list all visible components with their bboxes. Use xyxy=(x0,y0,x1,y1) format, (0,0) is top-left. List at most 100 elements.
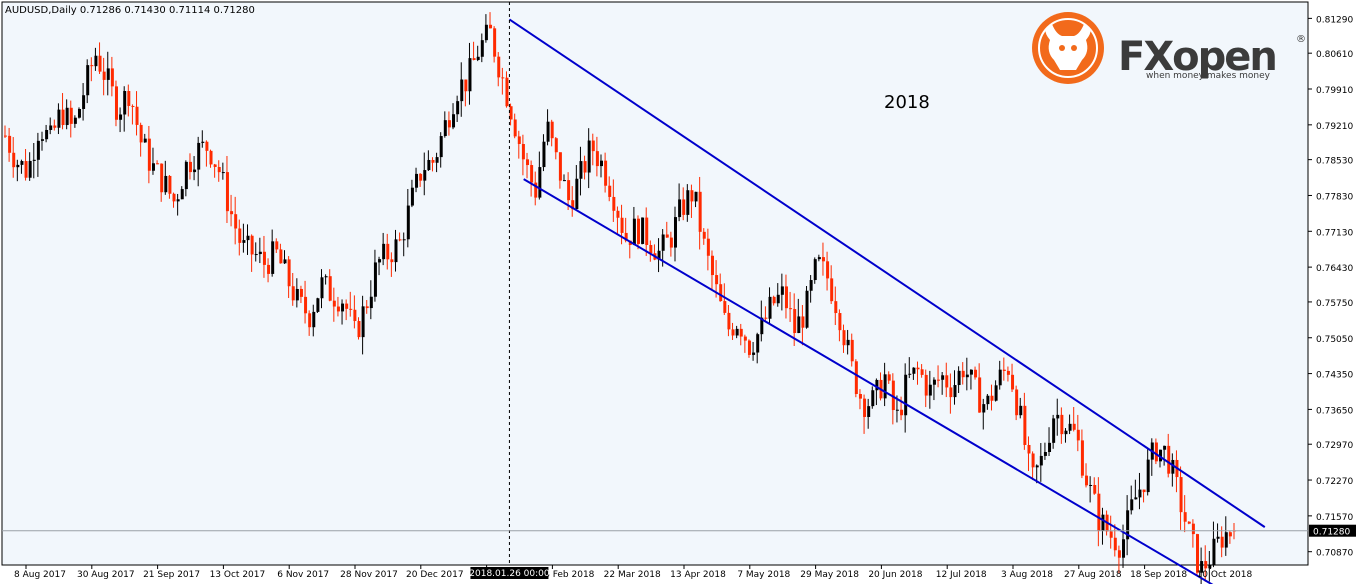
candle-body xyxy=(863,398,867,417)
candle-body xyxy=(731,329,735,336)
y-tick-label: 0.80610 xyxy=(1316,50,1353,60)
y-tick-label: 0.73650 xyxy=(1316,406,1353,416)
candle-body xyxy=(809,280,813,291)
candle-body xyxy=(1196,534,1200,573)
candle-body xyxy=(978,377,982,413)
y-tick-label: 0.79210 xyxy=(1316,122,1353,132)
candle-body xyxy=(82,95,86,109)
candle-body xyxy=(834,301,838,314)
candle-body xyxy=(632,218,636,245)
candle-body xyxy=(780,286,784,295)
candle-body xyxy=(53,125,57,128)
crosshair-date-label: 2018.01.26 00:00 xyxy=(469,569,550,579)
candle-body xyxy=(1224,532,1228,548)
candle-body xyxy=(801,316,805,328)
candle-body xyxy=(661,234,665,251)
candle-body xyxy=(287,259,291,287)
candle-body xyxy=(345,303,349,309)
candle-body xyxy=(1060,414,1064,435)
symbol-header: AUDUSD,Daily 0.71286 0.71430 0.71114 0.7… xyxy=(5,5,255,16)
candle-body xyxy=(1089,484,1093,486)
candle-body xyxy=(394,239,398,263)
candle-body xyxy=(986,395,990,405)
candle-body xyxy=(1072,423,1076,430)
candle-body xyxy=(752,352,756,355)
candle-body xyxy=(953,385,957,398)
candle-body xyxy=(1076,429,1080,441)
candle-body xyxy=(850,339,854,362)
candle-body xyxy=(912,367,916,374)
candle-body xyxy=(1146,459,1150,493)
candle-body xyxy=(723,301,727,313)
candle-body xyxy=(464,79,468,92)
candle-body xyxy=(484,24,488,41)
candle-body xyxy=(1191,523,1195,535)
candle-body xyxy=(789,308,793,310)
candle-body xyxy=(480,40,484,57)
candle-body xyxy=(324,276,328,278)
candle-body xyxy=(682,199,686,215)
candles-layer xyxy=(4,12,1236,586)
candle-body xyxy=(402,239,406,241)
channel-lower-line[interactable] xyxy=(523,178,1228,588)
candle-body xyxy=(1027,444,1031,454)
x-tick-label: 29 May 2018 xyxy=(800,570,859,580)
crosshair-date-box xyxy=(470,567,549,579)
x-tick-label: 3 Aug 2018 xyxy=(1001,570,1053,580)
candle-body xyxy=(119,114,123,120)
plot-area[interactable] xyxy=(2,2,1308,565)
candle-body xyxy=(176,199,180,202)
candle-body xyxy=(102,71,106,80)
candle-body xyxy=(1023,405,1027,445)
candle-body xyxy=(1134,497,1138,500)
candle-body xyxy=(320,277,324,299)
candle-body xyxy=(505,77,509,107)
candle-body xyxy=(69,107,73,124)
y-tick-label: 0.71570 xyxy=(1316,513,1353,523)
candle-body xyxy=(826,261,830,279)
trend-channel[interactable] xyxy=(508,18,1266,588)
candle-body xyxy=(673,217,677,248)
candle-body xyxy=(743,336,747,341)
candle-body xyxy=(205,141,209,151)
candle-body xyxy=(768,296,772,319)
channel-upper-line[interactable] xyxy=(508,18,1266,528)
candle-body xyxy=(32,159,36,161)
candle-body xyxy=(123,90,127,115)
candle-body xyxy=(419,173,423,181)
candle-body xyxy=(641,217,645,244)
candle-body xyxy=(225,172,229,212)
candle-body xyxy=(719,284,723,302)
candle-body xyxy=(994,385,998,401)
candle-body xyxy=(805,290,809,328)
candle-body xyxy=(1117,550,1121,558)
candle-body xyxy=(1019,405,1023,416)
candle-body xyxy=(1212,538,1216,566)
candle-body xyxy=(542,141,546,168)
candle-body xyxy=(793,309,797,334)
candle-body xyxy=(945,375,949,388)
candle-body xyxy=(254,254,258,256)
y-tick-label: 0.77130 xyxy=(1316,228,1353,238)
candle-body xyxy=(275,241,279,250)
candle-body xyxy=(727,312,731,330)
candle-body xyxy=(209,150,213,165)
candle-body xyxy=(217,166,221,173)
bull-eye-right xyxy=(1071,45,1077,51)
y-tick-label: 0.81290 xyxy=(1316,15,1353,25)
candle-body xyxy=(501,77,505,79)
candle-body xyxy=(349,308,353,310)
x-tick-label: 18 Sep 2018 xyxy=(1130,570,1187,580)
candle-body xyxy=(127,90,131,106)
candle-body xyxy=(513,119,517,137)
candle-body xyxy=(489,24,493,29)
candle-body xyxy=(234,214,238,229)
candle-body xyxy=(1035,465,1039,468)
candle-body xyxy=(1138,489,1142,498)
candle-body xyxy=(517,136,521,144)
candle-body xyxy=(591,140,595,152)
candle-body xyxy=(77,108,81,118)
x-tick-label: 8 Aug 2017 xyxy=(14,570,66,580)
candle-body xyxy=(1187,521,1191,524)
